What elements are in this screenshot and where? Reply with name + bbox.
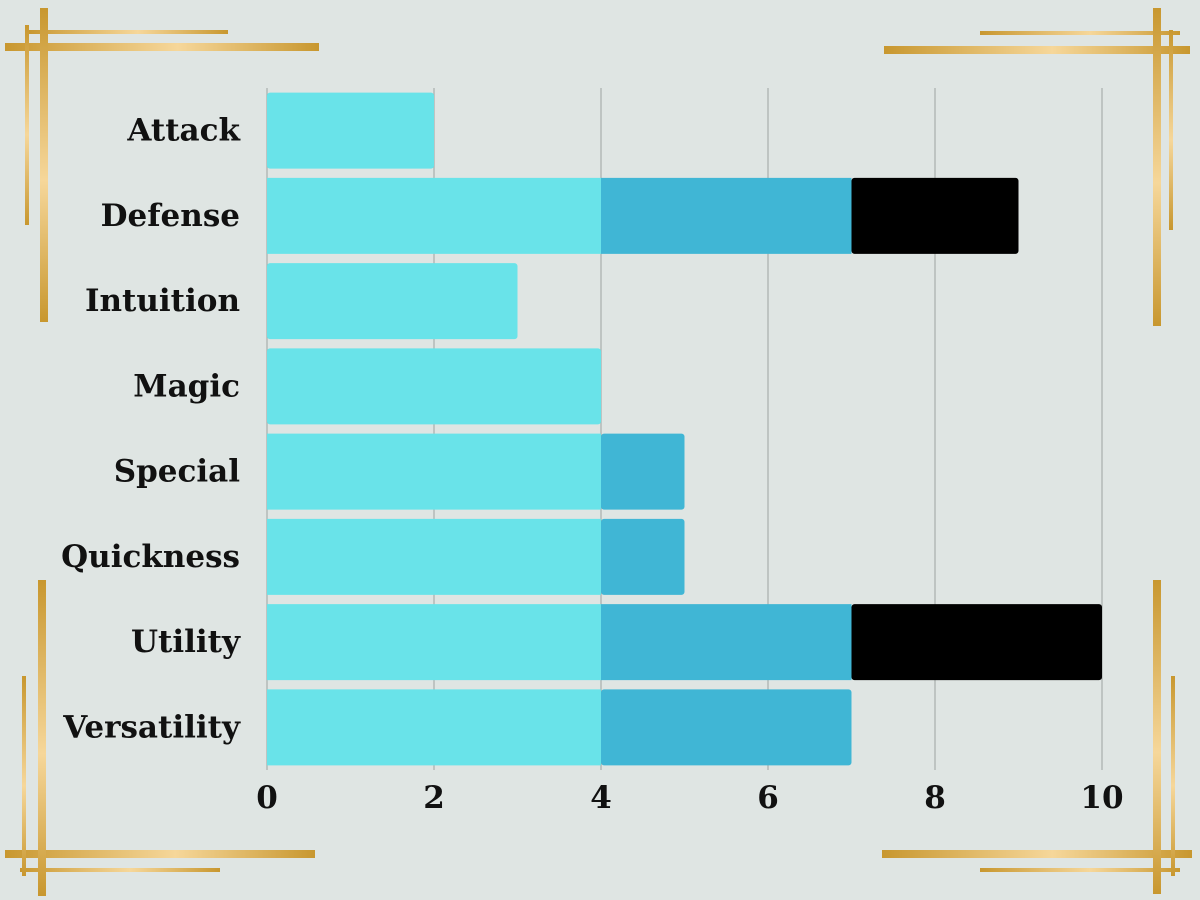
frame-bar bbox=[38, 580, 46, 896]
frame-bar bbox=[28, 30, 228, 34]
category-label: Special bbox=[114, 454, 240, 490]
bar-segment bbox=[267, 263, 518, 340]
frame-bar bbox=[884, 46, 1190, 54]
bar-segment bbox=[267, 177, 601, 254]
frame-bar bbox=[1169, 30, 1173, 230]
category-label: Magic bbox=[133, 368, 240, 404]
x-tick-label: 0 bbox=[256, 780, 278, 816]
frame-bar bbox=[980, 31, 1180, 35]
frame-bar bbox=[40, 8, 48, 322]
bar-segment bbox=[267, 348, 601, 425]
category-label: Versatility bbox=[62, 709, 241, 745]
frame-bar bbox=[5, 850, 315, 858]
bar-segment bbox=[267, 92, 434, 169]
frame-corners bbox=[5, 8, 1192, 896]
x-tick-label: 8 bbox=[924, 780, 946, 816]
bars bbox=[267, 92, 1102, 766]
bar-segment bbox=[267, 518, 601, 595]
bar-segment bbox=[601, 689, 852, 766]
frame-bar bbox=[882, 850, 1192, 858]
bar-segment bbox=[851, 177, 1019, 254]
frame-bar bbox=[22, 676, 26, 876]
bar-segment bbox=[851, 604, 1102, 681]
bar-segment bbox=[267, 689, 601, 766]
bar-segment bbox=[267, 433, 601, 510]
category-label: Intuition bbox=[85, 283, 240, 319]
category-labels: Attack Defense Intuition Magic Special Quickn… bbox=[61, 113, 241, 746]
frame-bar bbox=[980, 868, 1180, 872]
category-label: Attack bbox=[126, 113, 241, 149]
category-label: Quickness bbox=[61, 539, 240, 575]
bar-segment bbox=[267, 604, 601, 681]
frame-bar bbox=[20, 868, 220, 872]
x-tick-label: 4 bbox=[590, 780, 612, 816]
x-tick-label: 10 bbox=[1080, 780, 1123, 816]
frame-bar bbox=[1153, 580, 1161, 894]
bar-segment bbox=[601, 177, 852, 254]
x-tick-labels: 0 2 4 6 8 10 bbox=[256, 780, 1123, 816]
bar-segment bbox=[601, 604, 852, 681]
frame-bar bbox=[5, 43, 319, 51]
frame-bar bbox=[1153, 8, 1161, 326]
frame-bar bbox=[25, 25, 29, 225]
category-label: Defense bbox=[101, 198, 240, 234]
bar-segment bbox=[601, 433, 685, 510]
x-tick-label: 2 bbox=[423, 780, 445, 816]
category-label: Utility bbox=[131, 624, 241, 660]
x-tick-label: 6 bbox=[757, 780, 779, 816]
frame-bar bbox=[1171, 676, 1175, 876]
bar-segment bbox=[601, 518, 685, 595]
